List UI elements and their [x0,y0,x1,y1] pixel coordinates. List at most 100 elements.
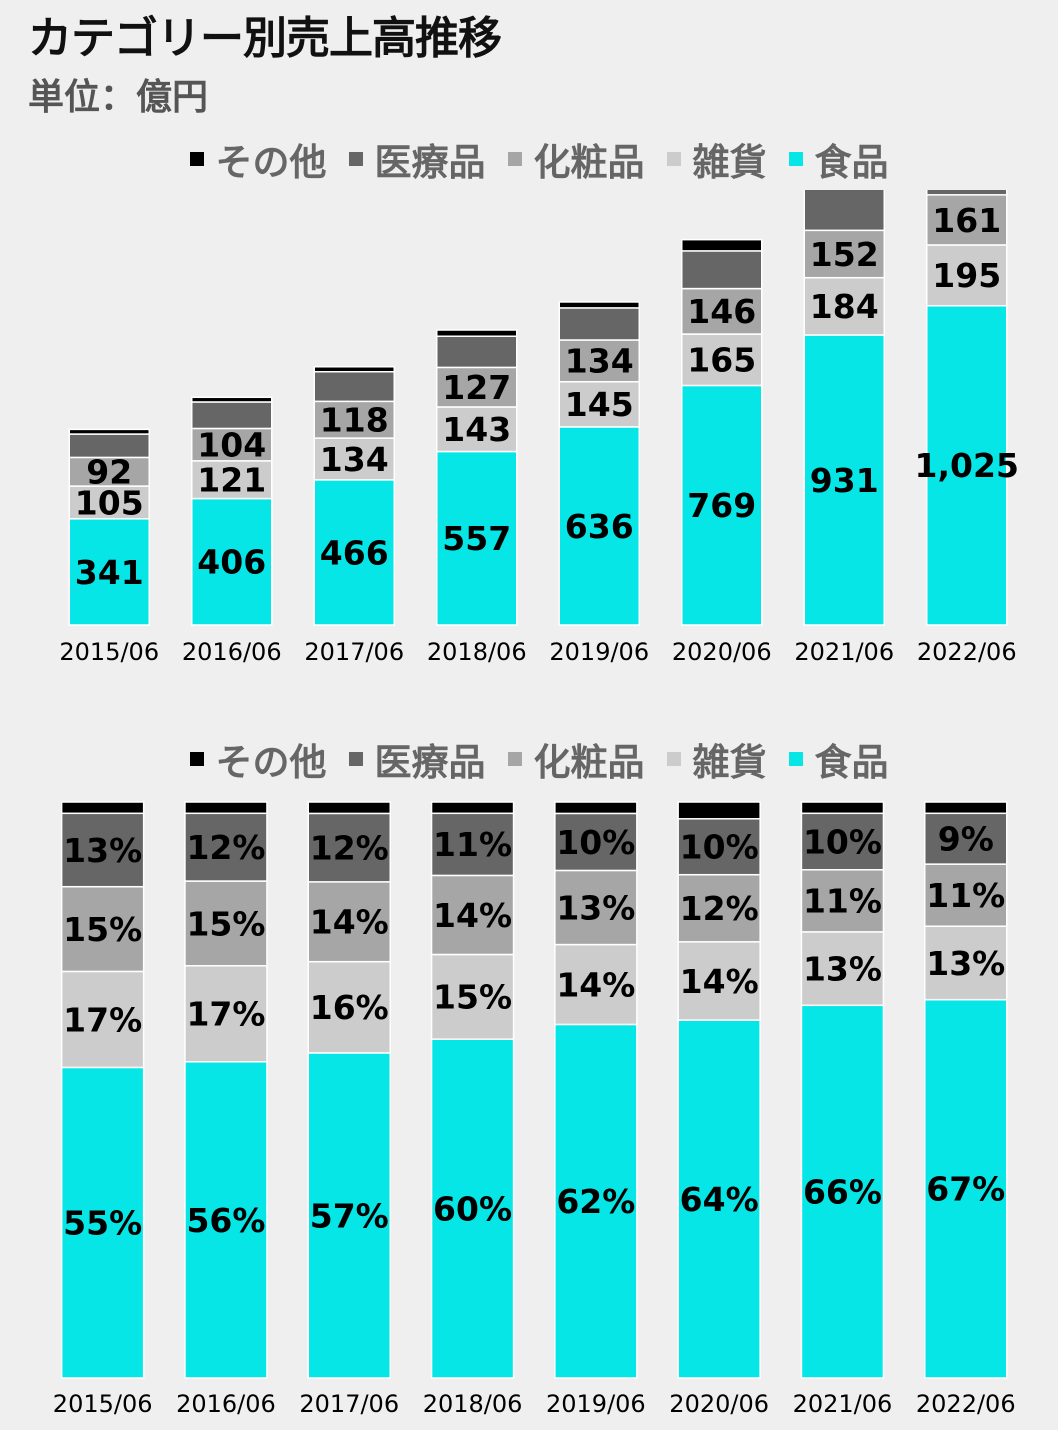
data-label-food-2015/06: 341 [75,553,144,592]
bar-goods-2021/06 [800,931,885,1007]
legend-label-food: 食品 [814,741,889,784]
x-tick-label: 2018/06 [423,1390,523,1418]
data-label-food-2016/06: 406 [197,543,266,582]
data-label-cosmetics-2022/06: 11% [926,876,1005,915]
data-label-food-2020/06: 769 [687,486,756,525]
data-label-food-2021/06: 66% [803,1173,882,1212]
legend-label-other: その他 [215,741,327,784]
data-label-food-2019/06: 62% [556,1182,635,1221]
bar-other-2020/06 [677,801,761,820]
legend-label-goods: 雑貨 [692,141,767,184]
legend-item-cosmetics: 化粧品 [507,132,645,186]
data-label-medical-2018/06: 11% [433,825,512,864]
legend-swatch-cosmetics [507,152,522,166]
bar-goods-2022/06 [924,925,1008,1001]
x-tick-label: 2020/06 [672,638,772,666]
legend-item-cosmetics: 化粧品 [507,732,645,786]
data-label-food-2022/06: 1,025 [915,446,1019,485]
data-label-goods-2019/06: 145 [565,385,634,424]
legend-item-goods: 雑貨 [666,732,767,786]
bar-medical-2016/06 [191,401,273,430]
bar-goods-2015/06 [68,485,150,520]
bar-medical-2019/06 [558,307,640,341]
bar-food-2016/06 [191,497,273,626]
bar-cosmetics-2018/06 [436,366,518,408]
legend-label-other: その他 [215,141,327,184]
sales-stacked-bar-chart: 341105922015/064061211042016/06466134118… [59,190,1019,666]
bar-other-2022/06 [924,801,1008,815]
data-label-cosmetics-2017/06: 118 [320,401,389,440]
legend-swatch-goods [666,752,681,766]
bar-goods-2017/06 [307,960,391,1054]
data-label-cosmetics-2021/06: 152 [810,235,879,274]
data-label-food-2018/06: 557 [442,519,511,558]
chart-title: カテゴリー別売上高推移 [28,13,502,64]
legend-bottom: その他 医療品 化粧品 雑貨 食品 [0,732,1058,786]
data-label-cosmetics-2019/06: 13% [556,888,635,927]
data-label-cosmetics-2018/06: 14% [433,896,512,935]
bar-medical-2021/06 [800,812,885,871]
legend-item-other: その他 [189,132,327,186]
bar-medical-2018/06 [430,812,515,877]
bar-food-2021/06 [803,334,885,626]
x-tick-label: 2019/06 [546,1390,646,1418]
x-tick-label: 2021/06 [793,1390,893,1418]
x-tick-label: 2020/06 [669,1390,769,1418]
data-label-goods-2017/06: 134 [320,440,389,479]
data-label-cosmetics-2022/06: 161 [932,201,1001,240]
bar-other-2018/06 [436,329,518,337]
data-label-food-2018/06: 60% [433,1189,512,1228]
x-tick-label: 2017/06 [299,1390,399,1418]
legend-swatch-other [189,152,204,166]
data-label-goods-2022/06: 195 [932,256,1001,295]
bar-other-2017/06 [313,366,395,373]
legend-swatch-goods [666,152,681,166]
data-label-medical-2016/06: 12% [186,828,265,867]
bar-goods-2017/06 [313,437,395,481]
bar-food-2019/06 [558,426,640,626]
legend-swatch-other [189,752,204,766]
bar-food-2015/06 [60,1066,145,1379]
legend-label-goods: 雑貨 [692,741,767,784]
bar-medical-2016/06 [184,812,268,882]
data-label-food-2019/06: 636 [565,507,634,546]
bar-medical-2015/06 [68,433,150,459]
data-label-food-2016/06: 56% [186,1201,265,1240]
data-label-cosmetics-2019/06: 134 [565,342,634,381]
data-label-medical-2019/06: 10% [556,823,635,862]
unit-subtitle: 単位：億円 [28,77,209,118]
bar-medical-2022/06 [926,190,1008,196]
bar-goods-2019/06 [554,943,638,1026]
bar-medical-2017/06 [313,371,395,403]
bar-cosmetics-2017/06 [307,881,391,963]
bar-medical-2020/06 [677,818,761,876]
bar-other-2020/06 [681,238,763,252]
bar-other-2019/06 [558,301,640,309]
data-label-medical-2021/06: 10% [803,822,882,861]
data-label-cosmetics-2016/06: 104 [197,426,266,465]
data-label-food-2017/06: 466 [320,533,389,572]
legend-label-cosmetics: 化粧品 [533,141,645,184]
bar-cosmetics-2018/06 [430,874,515,956]
bar-cosmetics-2017/06 [313,400,395,439]
data-label-goods-2020/06: 14% [680,962,759,1001]
legend-top: その他 医療品 化粧品 雑貨 食品 [0,132,1058,186]
x-tick-label: 2018/06 [427,638,527,666]
legend-item-goods: 雑貨 [666,132,767,186]
share-stacked-bar-chart: 55% 17% 15% 13% 2015/06 56% 17% 15% 12% 2016/06 57… [53,801,1016,1418]
data-label-cosmetics-2021/06: 11% [803,882,882,921]
data-label-cosmetics-2020/06: 146 [687,292,756,331]
data-label-food-2015/06: 55% [63,1204,142,1243]
legend-item-medical: 医療品 [348,132,486,186]
data-label-goods-2018/06: 15% [433,978,512,1017]
data-label-food-2021/06: 931 [810,461,879,500]
data-label-goods-2022/06: 13% [926,944,1005,983]
bar-other-2015/06 [60,801,145,815]
bar-goods-2015/06 [60,970,145,1069]
bar-food-2016/06 [184,1061,268,1379]
data-label-goods-2015/06: 17% [63,1000,142,1039]
x-tick-label: 2019/06 [549,638,649,666]
data-label-goods-2020/06: 165 [687,341,756,380]
bar-other-2016/06 [184,801,268,815]
bar-medical-2019/06 [554,812,638,872]
